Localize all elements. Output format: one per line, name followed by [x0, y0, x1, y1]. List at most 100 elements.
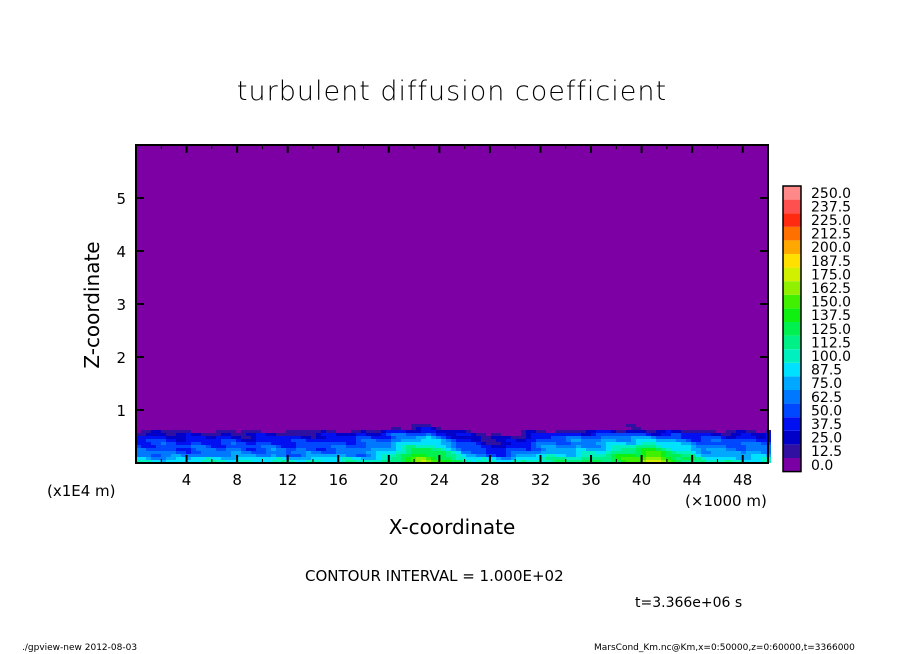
- field-cell: [561, 430, 566, 433]
- field-cell: [746, 451, 751, 454]
- field-cell: [386, 445, 391, 448]
- field-cell: [391, 457, 396, 460]
- field-cell: [276, 451, 281, 454]
- field-cell: [156, 436, 161, 439]
- field-cell: [446, 445, 451, 448]
- field-cell: [286, 442, 291, 445]
- field-cell: [726, 445, 731, 448]
- field-cell: [231, 439, 236, 442]
- field-cell: [626, 454, 631, 457]
- field-cell: [461, 457, 466, 460]
- field-cell: [681, 454, 686, 457]
- field-cell: [156, 460, 161, 463]
- field-cell: [426, 457, 431, 460]
- field-cell: [291, 460, 296, 463]
- field-cell: [736, 436, 741, 439]
- field-cell: [431, 445, 436, 448]
- field-cell: [346, 454, 351, 457]
- field-cell: [321, 457, 326, 460]
- field-cell: [261, 451, 266, 454]
- field-cell: [411, 445, 416, 448]
- field-cell: [326, 454, 331, 457]
- field-cell: [616, 430, 621, 433]
- field-cell: [441, 442, 446, 445]
- field-cell: [471, 442, 476, 445]
- field-cell: [441, 454, 446, 457]
- field-cell: [566, 457, 571, 460]
- field-cell: [506, 448, 511, 451]
- field-cell: [156, 451, 161, 454]
- field-cell: [286, 436, 291, 439]
- field-cell: [416, 439, 421, 442]
- colorbar-label: 237.5: [811, 199, 851, 215]
- field-cell: [211, 436, 216, 439]
- field-cell: [496, 439, 501, 442]
- field-cell: [516, 442, 521, 445]
- x-axis-label: X-coordinate: [388, 515, 516, 539]
- field-cell: [441, 445, 446, 448]
- field-cell: [316, 454, 321, 457]
- field-cell: [656, 442, 661, 445]
- field-cell: [581, 460, 586, 463]
- field-cell: [431, 451, 436, 454]
- field-cell: [586, 445, 591, 448]
- field-cell: [611, 460, 616, 463]
- field-cell: [441, 451, 446, 454]
- field-cell: [656, 448, 661, 451]
- field-cell: [356, 433, 361, 436]
- field-cell: [476, 460, 481, 463]
- field-cell: [296, 457, 301, 460]
- field-cell: [546, 439, 551, 442]
- field-cell: [641, 436, 646, 439]
- field-cell: [451, 430, 456, 433]
- field-cell: [256, 430, 261, 433]
- field-cell: [556, 433, 561, 436]
- field-cell: [671, 451, 676, 454]
- field-cell: [566, 448, 571, 451]
- field-cell: [191, 454, 196, 457]
- field-cell: [661, 457, 666, 460]
- field-cell: [246, 460, 251, 463]
- field-cell: [546, 442, 551, 445]
- field-cell: [676, 439, 681, 442]
- field-cell: [481, 433, 486, 436]
- field-cell: [166, 439, 171, 442]
- field-cell: [376, 457, 381, 460]
- field-cell: [601, 451, 606, 454]
- field-cell: [406, 457, 411, 460]
- field-cell: [691, 460, 696, 463]
- field-cell: [656, 430, 661, 433]
- field-cell: [271, 445, 276, 448]
- field-cell: [276, 454, 281, 457]
- field-cell: [606, 448, 611, 451]
- field-cell: [281, 433, 286, 436]
- field-cell: [186, 439, 191, 442]
- field-cell: [571, 433, 576, 436]
- field-cell: [411, 460, 416, 463]
- field-cell: [406, 448, 411, 451]
- x-tick-label: 44: [683, 471, 702, 489]
- x-tick-label: 48: [733, 471, 752, 489]
- field-cell: [596, 439, 601, 442]
- field-cell: [646, 457, 651, 460]
- field-cell: [556, 430, 561, 433]
- field-cell: [456, 433, 461, 436]
- field-cell: [491, 445, 496, 448]
- field-cell: [321, 454, 326, 457]
- field-cell: [311, 436, 316, 439]
- field-cell: [311, 454, 316, 457]
- field-cell: [756, 442, 761, 445]
- colorbar-label: 200.0: [811, 240, 851, 256]
- field-cell: [296, 439, 301, 442]
- field-cell: [536, 442, 541, 445]
- field-cell: [516, 448, 521, 451]
- field-cell: [321, 433, 326, 436]
- field-cell: [696, 430, 701, 433]
- field-cell: [606, 433, 611, 436]
- y-tick-label: 2: [116, 349, 126, 367]
- field-cell: [546, 433, 551, 436]
- field-cell: [401, 454, 406, 457]
- field-cell: [656, 457, 661, 460]
- field-cell: [226, 445, 231, 448]
- field-cell: [516, 457, 521, 460]
